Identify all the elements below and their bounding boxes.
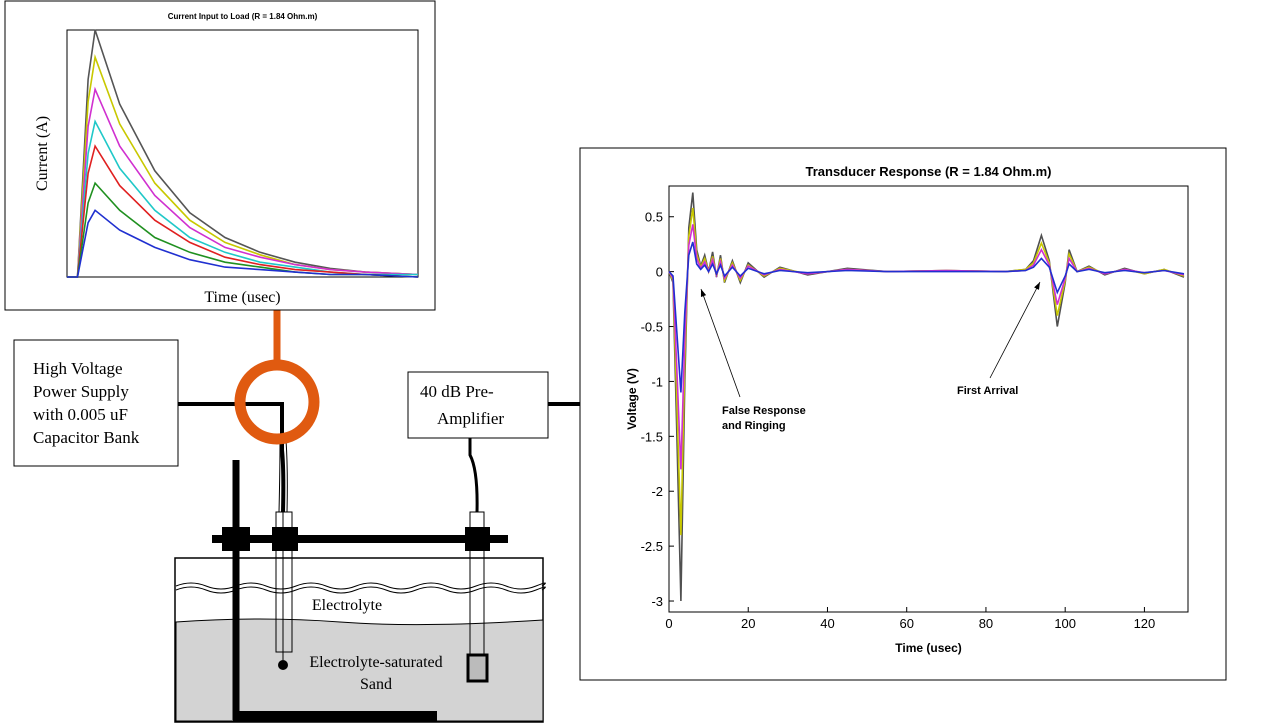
series-line — [668, 224, 1185, 470]
plot-area — [668, 185, 1189, 613]
label: Capacitor Bank — [33, 428, 140, 447]
y-tick-label: -2.5 — [641, 539, 663, 554]
series-line — [668, 241, 1185, 393]
label: 40 dB Pre- — [420, 382, 494, 401]
annotation: and Ringing — [722, 420, 786, 432]
cable — [468, 438, 479, 513]
x-tick-label: 100 — [1054, 616, 1076, 631]
y-tick-label: 0 — [656, 265, 663, 280]
annotation: First Arrival — [957, 385, 1018, 397]
plot-area — [66, 29, 419, 278]
x-tick-label: 60 — [899, 616, 913, 631]
preamp-box — [407, 371, 549, 439]
y-tick-label: -0.5 — [641, 320, 663, 335]
x-tick-label: 40 — [820, 616, 834, 631]
x-tick-label: 80 — [979, 616, 993, 631]
x-tick-label: 20 — [741, 616, 755, 631]
y-tick-label: 0.5 — [645, 210, 663, 225]
label: Sand — [360, 676, 392, 693]
power-supply-box — [13, 339, 179, 467]
label: Amplifier — [437, 409, 504, 428]
label: High Voltage — [33, 359, 123, 378]
series-line — [67, 144, 419, 278]
y-axis-label: Voltage (V) — [625, 368, 639, 430]
y-tick-label: -2 — [651, 484, 663, 499]
clamp — [465, 527, 490, 551]
annotation: False Response — [722, 405, 806, 417]
series-line — [67, 86, 419, 278]
label: Power Supply — [33, 382, 129, 401]
arrow-head — [700, 289, 707, 297]
label: Electrolyte-saturated — [309, 654, 442, 671]
y-tick-label: -1.5 — [641, 429, 663, 444]
series-line — [67, 29, 419, 278]
y-tick-label: -1 — [651, 374, 663, 389]
current-sensor — [234, 359, 320, 445]
x-axis-label: Time (usec) — [204, 289, 280, 306]
series-line — [67, 209, 419, 278]
clamp — [222, 527, 250, 551]
label: with 0.005 uF — [33, 405, 128, 424]
label: Electrolyte — [312, 597, 382, 614]
y-axis-label: Current (A) — [34, 116, 51, 191]
electrode-tip — [278, 660, 288, 670]
cable — [178, 402, 286, 513]
x-tick-label: 120 — [1134, 616, 1156, 631]
chart-title: Current Input to Load (R = 1.84 Ohm.m) — [168, 12, 318, 21]
annotation-arrow — [989, 281, 1041, 379]
electrode — [275, 511, 293, 653]
annotation-arrow — [700, 288, 741, 398]
cable — [278, 439, 288, 513]
chart-title: Transducer Response (R = 1.84 Ohm.m) — [806, 164, 1052, 179]
x-tick-label: 0 — [665, 616, 672, 631]
x-axis-label: Time (usec) — [895, 641, 961, 655]
transducer-head — [466, 653, 489, 683]
y-tick-label: -3 — [651, 594, 663, 609]
arrow-head — [1034, 282, 1040, 290]
